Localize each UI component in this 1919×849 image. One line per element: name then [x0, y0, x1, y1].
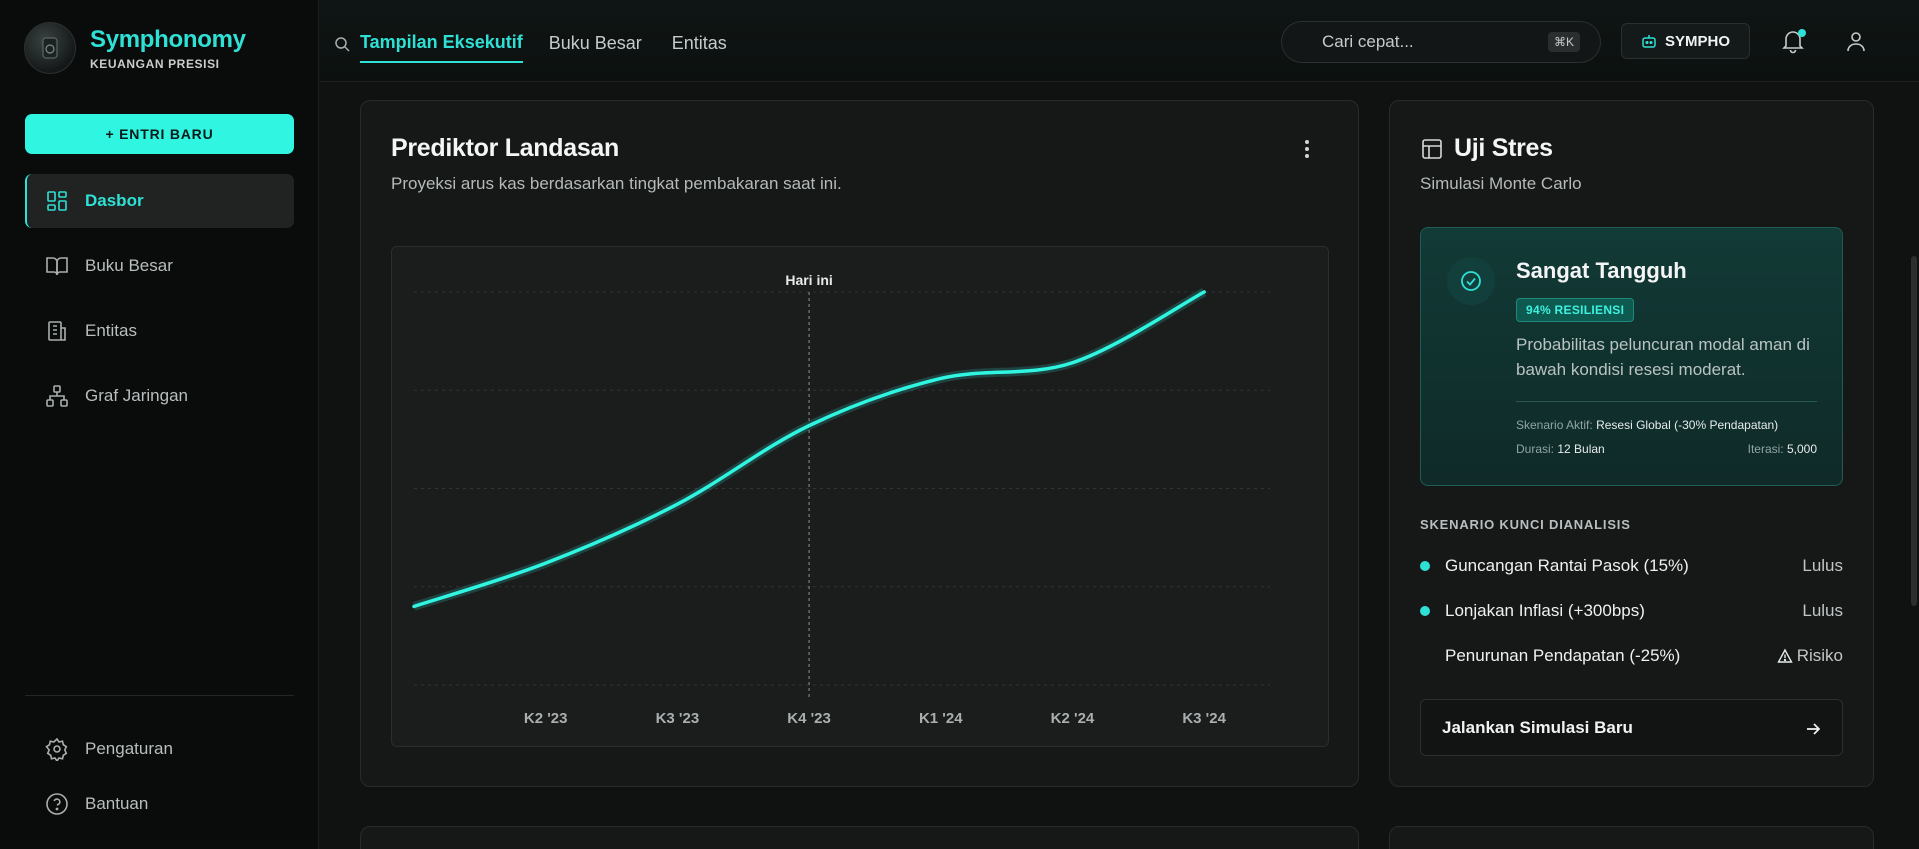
scenario-status: Lulus [1802, 601, 1843, 620]
sidebar: Symphonomy KEUANGAN PRESISI + ENTRI BARU… [0, 0, 319, 849]
pass-dot [1420, 561, 1430, 571]
scenario-status: Lulus [1802, 556, 1843, 575]
notification-dot [1798, 29, 1806, 37]
stress-title: Uji Stres [1454, 134, 1553, 162]
runway-chart: Hari ini K2 '23 K3 '23 K4 '23 K1 '24 K2 '24 K3… [391, 246, 1329, 747]
scenario-name: Penurunan Pendapatan (-25%) [1445, 646, 1681, 665]
duration: Durasi: 12 Bulan [1516, 442, 1605, 456]
runway-predictor-card: Prediktor Landasan Proyeksi arus kas ber… [360, 100, 1359, 787]
robot-icon [1642, 35, 1656, 48]
new-entry-button[interactable]: + ENTRI BARU [25, 114, 294, 154]
tab-buku-besar[interactable]: Buku Besar [548, 33, 642, 53]
x-tick-label: K2 '24 [1051, 710, 1095, 727]
more-options-button[interactable] [1297, 136, 1317, 162]
scenario-row: Penurunan Pendapatan (-25%) Risiko [1420, 644, 1843, 668]
network-icon [46, 385, 68, 407]
dashboard-icon [47, 191, 67, 211]
sidebar-item-label: Dasbor [85, 191, 144, 210]
stress-subtitle: Simulasi Monte Carlo [1420, 174, 1582, 193]
tab-tampilan-eksekutif[interactable]: Tampilan Eksekutif [360, 32, 523, 63]
sidebar-item-dasbor[interactable]: Dasbor [25, 174, 294, 228]
stress-test-card: Uji Stres Simulasi Monte Carlo Sangat Ta… [1389, 100, 1874, 787]
building-icon [48, 321, 66, 341]
brand[interactable]: Symphonomy KEUANGAN PRESISI [24, 22, 246, 74]
series-line [412, 290, 1206, 609]
scenario-row: Lonjakan Inflasi (+300bps) Lulus [1420, 599, 1843, 623]
kebab-icon [1305, 140, 1309, 158]
x-tick-label: K2 '23 [524, 710, 568, 727]
x-tick-label: K3 '23 [656, 710, 700, 727]
lower-card-right [1389, 826, 1874, 849]
sidebar-item-label: Buku Besar [85, 256, 173, 275]
resilience-title: Sangat Tangguh [1516, 258, 1687, 283]
help-icon [46, 792, 68, 815]
gear-icon [45, 737, 68, 761]
resilience-badge: 94% RESILIENSI [1516, 298, 1635, 322]
sidebar-item-buku-besar[interactable]: Buku Besar [25, 239, 294, 293]
arrow-right-icon [1807, 723, 1821, 735]
sympho-assistant-button[interactable]: SYMPHO [1621, 23, 1750, 59]
quick-search-input[interactable]: Cari cepat... ⌘K [1281, 21, 1601, 63]
iterations: Iterasi: 5,000 [1747, 442, 1817, 456]
sidebar-item-bantuan[interactable]: Bantuan [25, 776, 294, 831]
tab-entitas[interactable]: Entitas [671, 33, 727, 53]
resilience-divider [1516, 401, 1817, 402]
runway-chart-svg: Hari ini K2 '23 K3 '23 K4 '23 K1 '24 K2 '24 K3… [412, 272, 1270, 727]
resilience-description: Probabilitas peluncuran modal aman di ba… [1516, 335, 1810, 379]
sidebar-item-pengaturan[interactable]: Pengaturan [25, 721, 294, 776]
x-tick-label: K4 '23 [787, 710, 831, 727]
scrollbar[interactable] [1911, 256, 1917, 606]
sidebar-item-label: Bantuan [85, 793, 149, 813]
resilience-panel: Sangat Tangguh 94% RESILIENSI Probabilit… [1420, 227, 1843, 486]
brand-logo [24, 22, 76, 74]
sidebar-item-entitas[interactable]: Entitas [25, 304, 294, 358]
sidebar-item-graf-jaringan[interactable]: Graf Jaringan [25, 369, 294, 423]
x-tick-label: K3 '24 [1182, 710, 1226, 727]
brand-name: Symphonomy [90, 25, 246, 53]
warning-icon [1777, 648, 1793, 663]
search-icon [335, 36, 350, 52]
sidebar-item-label: Pengaturan [85, 738, 173, 758]
pass-dot [1420, 606, 1430, 616]
sidebar-bottom-nav: Pengaturan Bantuan [25, 721, 294, 831]
today-label: Hari ini [785, 272, 832, 288]
sidebar-divider [25, 695, 294, 696]
runway-title: Prediktor Landasan [391, 134, 619, 162]
scenario-name: Lonjakan Inflasi (+300bps) [1445, 601, 1645, 620]
sidebar-item-label: Graf Jaringan [85, 386, 188, 405]
user-profile-button[interactable] [1844, 29, 1868, 53]
notifications-button[interactable] [1780, 28, 1806, 54]
scenario-status: Risiko [1777, 646, 1843, 666]
lower-card-left [360, 826, 1359, 849]
scenarios-section-label: SKENARIO KUNCI DIANALISIS [1420, 517, 1631, 532]
top-tabs: Tampilan Eksekutif Buku Besar Entitas [334, 28, 757, 63]
shortcut-badge: ⌘K [1547, 32, 1580, 52]
x-tick-label: K1 '24 [919, 710, 963, 727]
brand-subtitle: KEUANGAN PRESISI [90, 56, 220, 71]
scenario-name: Guncangan Rantai Pasok (15%) [1445, 556, 1689, 575]
layout-icon [1422, 139, 1442, 159]
sympho-label: SYMPHO [1664, 32, 1730, 50]
user-icon [1847, 32, 1865, 52]
run-simulation-label: Jalankan Simulasi Baru [1442, 717, 1633, 737]
sidebar-nav: Dasbor Buku Besar Entitas Graf Jaringan [25, 174, 294, 434]
run-simulation-button[interactable]: Jalankan Simulasi Baru [1420, 699, 1843, 756]
search-placeholder: Cari cepat... [1322, 32, 1414, 51]
sidebar-item-label: Entitas [85, 321, 137, 340]
scenario-row: Guncangan Rantai Pasok (15%) Lulus [1420, 554, 1843, 578]
book-icon [46, 257, 68, 276]
topbar: Tampilan Eksekutif Buku Besar Entitas Ca… [320, 0, 1919, 82]
runway-subtitle: Proyeksi arus kas berdasarkan tingkat pe… [391, 174, 842, 193]
bell-icon [1782, 31, 1804, 54]
active-scenario: Skenario Aktif: Resesi Global (-30% Pend… [1516, 418, 1779, 432]
check-circle-icon [1447, 257, 1495, 305]
